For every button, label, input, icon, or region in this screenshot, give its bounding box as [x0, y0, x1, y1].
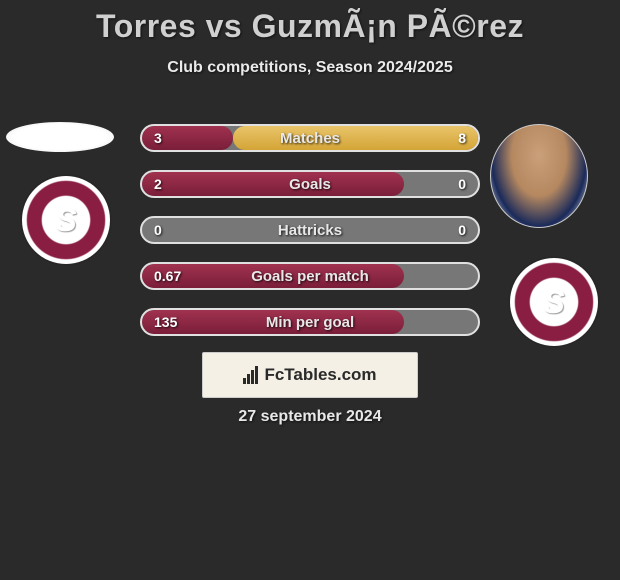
club-crest-left [22, 176, 110, 264]
bars-icon [243, 366, 258, 384]
stat-label: Goals [142, 176, 478, 193]
stat-row-min-per-goal: 135 Min per goal [140, 308, 480, 336]
date-label: 27 september 2024 [0, 408, 620, 426]
stat-row-goals-per-match: 0.67 Goals per match [140, 262, 480, 290]
page-title: Torres vs GuzmÃ¡n PÃ©rez [0, 0, 620, 45]
stat-label: Hattricks [142, 222, 478, 239]
avatar-right-player [490, 124, 588, 228]
stat-value-right: 0 [458, 222, 466, 238]
stat-label: Matches [142, 130, 478, 147]
stat-value-right: 0 [458, 176, 466, 192]
stat-label: Min per goal [142, 314, 478, 331]
site-attribution-badge: FcTables.com [202, 352, 418, 398]
avatar-left-player [6, 122, 114, 152]
stat-value-right: 8 [458, 130, 466, 146]
subtitle: Club competitions, Season 2024/2025 [0, 59, 620, 77]
stat-row-goals: 2 Goals 0 [140, 170, 480, 198]
stats-container: 3 Matches 8 2 Goals 0 0 Hattricks 0 0.67… [140, 124, 480, 354]
club-crest-right [510, 258, 598, 346]
stat-row-hattricks: 0 Hattricks 0 [140, 216, 480, 244]
stat-row-matches: 3 Matches 8 [140, 124, 480, 152]
site-label: FcTables.com [264, 365, 376, 385]
stat-label: Goals per match [142, 268, 478, 285]
